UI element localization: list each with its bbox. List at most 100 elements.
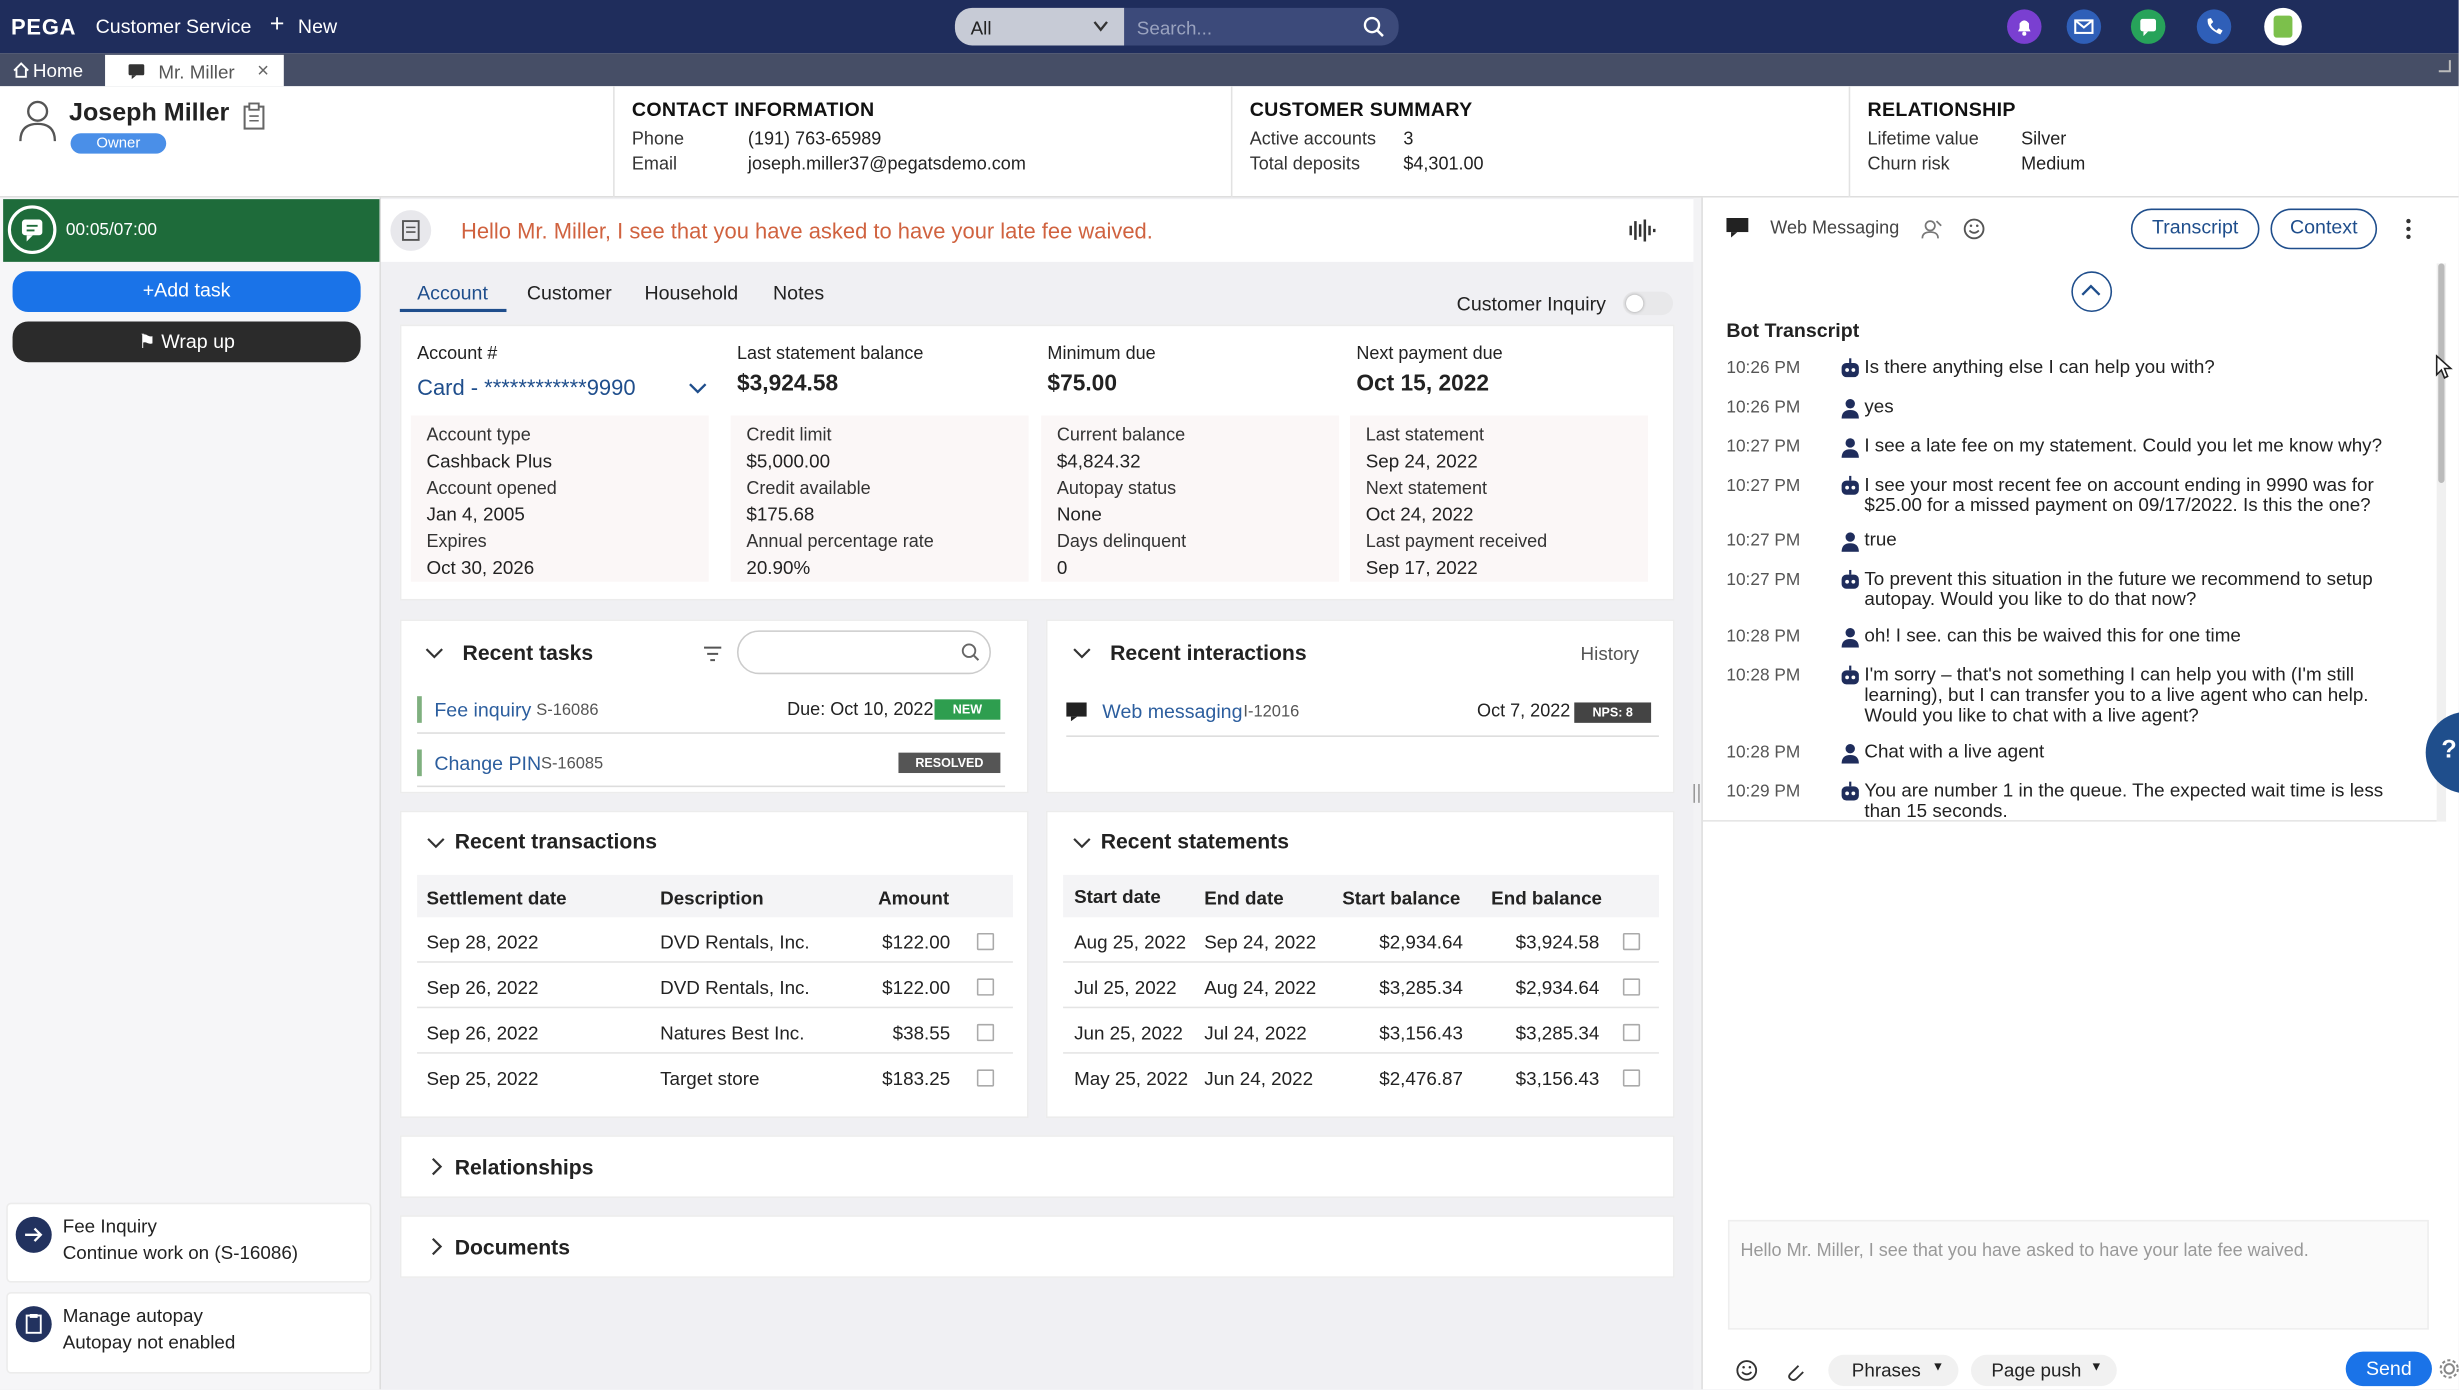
new-button[interactable]: New — [297, 15, 338, 38]
script-icon[interactable] — [390, 210, 432, 251]
phone-icon[interactable] — [2196, 9, 2232, 44]
email-icon[interactable] — [2066, 9, 2102, 44]
tab-home[interactable]: Home — [0, 53, 103, 86]
customer-inquiry-toggle[interactable] — [1622, 291, 1674, 316]
open-external-icon[interactable] — [976, 932, 995, 951]
tab-customer[interactable]: Customer — [526, 282, 612, 305]
tab-notes[interactable]: Notes — [773, 282, 825, 305]
search-icon[interactable] — [1363, 16, 1385, 38]
chat-message: 10:27 PM true — [1726, 529, 2416, 574]
column-header[interactable]: End date — [1204, 887, 1284, 910]
suggestion-manage-autopay[interactable]: Manage autopay Autopay not enabled — [6, 1292, 372, 1374]
open-external-icon[interactable] — [976, 1069, 995, 1087]
column-header[interactable]: End balance — [1491, 887, 1603, 910]
tab-household[interactable]: Household — [644, 282, 739, 305]
phrases-dropdown[interactable]: Phrases ▼ — [1828, 1354, 1959, 1387]
user-icon — [1839, 742, 1861, 764]
emoji-icon[interactable] — [1963, 218, 1985, 240]
open-external-icon[interactable] — [976, 978, 995, 996]
relationships-section[interactable]: Relationships — [399, 1135, 1675, 1198]
wrap-up-button[interactable]: ⚑ Wrap up — [12, 321, 361, 363]
voice-waveform-icon[interactable] — [1624, 218, 1658, 243]
settings-gear-icon[interactable] — [2438, 1358, 2459, 1380]
filter-icon[interactable] — [702, 646, 722, 662]
column-header[interactable]: Amount — [878, 887, 950, 910]
task-name-link[interactable]: Fee inquiry — [434, 699, 532, 722]
detail-value: Sep 17, 2022 — [1365, 556, 1478, 579]
tab-mr-miller[interactable]: Mr. Miller × — [105, 54, 284, 87]
suggestion-fee-inquiry[interactable]: Fee Inquiry Continue work on (S-16086) — [6, 1202, 372, 1283]
history-link[interactable]: History — [1580, 642, 1640, 665]
interaction-row[interactable]: Web messaging I-12016 Oct 7, 2022 NPS: 8 — [1066, 699, 1659, 737]
open-external-icon[interactable] — [1622, 1023, 1641, 1042]
collapse-up-icon[interactable] — [2071, 271, 2113, 313]
transcript-button[interactable]: Transcript — [2130, 208, 2260, 250]
transaction-row[interactable]: Sep 25, 2022 Target store $183.25 — [417, 1054, 1013, 1099]
task-search-input[interactable] — [736, 630, 991, 675]
more-options-icon[interactable] — [2404, 216, 2413, 241]
pane-resize-handle[interactable] — [1693, 784, 1700, 803]
top-bar: PEGA Customer Service + New All Search..… — [0, 0, 2459, 54]
task-name-link[interactable]: Change PIN — [434, 752, 542, 775]
plus-icon[interactable]: + — [269, 10, 285, 38]
task-row[interactable]: Change PIN S-16085 RESOLVED — [417, 749, 1006, 788]
page-push-label: Page push — [1991, 1359, 2082, 1382]
chevron-down-icon[interactable] — [425, 648, 444, 661]
column-header[interactable]: Description — [660, 887, 764, 910]
email-label: Email — [631, 155, 678, 175]
email-value[interactable]: joseph.miller37@pegatsdemo.com — [747, 155, 1026, 175]
transaction-row[interactable]: Sep 28, 2022 DVD Rentals, Inc. $122.00 — [417, 917, 1013, 963]
tab-account[interactable]: Account — [417, 282, 488, 305]
statement-row[interactable]: Aug 25, 2022 Sep 24, 2022 $2,934.64 $3,924.… — [1063, 917, 1659, 963]
message-text: I'm sorry – that's not something I can h… — [1864, 663, 2369, 726]
emoji-icon[interactable] — [1736, 1359, 1758, 1381]
close-tab-icon[interactable]: × — [257, 58, 270, 82]
column-header[interactable]: Settlement date — [426, 887, 567, 910]
add-task-button[interactable]: +Add task — [12, 271, 361, 313]
account-select[interactable]: Card - ************9990 — [417, 374, 636, 400]
phone-value[interactable]: (191) 763-65989 — [747, 130, 882, 149]
statement-row[interactable]: Jul 25, 2022 Aug 24, 2022 $3,285.34 $2,934.… — [1063, 963, 1659, 1009]
notification-bell-icon[interactable] — [2007, 9, 2042, 44]
chevron-down-icon[interactable] — [1073, 837, 1092, 850]
search-scope-select[interactable]: All — [954, 7, 1125, 46]
pega-logo[interactable]: PEGA — [10, 14, 77, 40]
message-composer[interactable]: Hello Mr. Miller, I see that you have as… — [1727, 1219, 2429, 1330]
send-button[interactable]: Send — [2345, 1351, 2432, 1387]
chevron-down-icon[interactable] — [426, 837, 445, 850]
page-push-dropdown[interactable]: Page push ▼ — [1970, 1354, 2117, 1387]
interaction-channel-link[interactable]: Web messaging — [1102, 700, 1243, 723]
customer-summary-section: CUSTOMER SUMMARY Active accounts 3 Total… — [1250, 86, 1830, 197]
chevron-down-icon: ▼ — [2090, 1359, 2103, 1374]
transaction-row[interactable]: Sep 26, 2022 DVD Rentals, Inc. $122.00 — [417, 963, 1013, 1009]
detail-label: Autopay status — [1056, 479, 1177, 499]
documents-section[interactable]: Documents — [399, 1215, 1675, 1278]
context-button[interactable]: Context — [2270, 208, 2378, 250]
clipboard-icon[interactable] — [241, 102, 266, 130]
statement-row[interactable]: Jun 25, 2022 Jul 24, 2022 $3,156.43 $3,285.… — [1063, 1008, 1659, 1054]
transcript-scrollbar[interactable] — [2436, 263, 2447, 822]
min-due-value: $75.00 — [1047, 371, 1117, 397]
open-external-icon[interactable] — [1622, 978, 1641, 996]
chat-icon[interactable] — [2130, 9, 2166, 44]
user-icon — [1839, 530, 1861, 552]
task-row[interactable]: Fee inquiry S-16086 Due: Oct 10, 2022 NEW — [417, 696, 1006, 734]
statement-row[interactable]: May 25, 2022 Jun 24, 2022 $2,476.87 $3,156.… — [1063, 1054, 1659, 1099]
open-external-icon[interactable] — [1622, 932, 1641, 951]
user-avatar-icon[interactable] — [2264, 7, 2302, 46]
transfer-agent-icon[interactable] — [1921, 218, 1943, 240]
transaction-row[interactable]: Sep 26, 2022 Natures Best Inc. $38.55 — [417, 1008, 1013, 1054]
message-time: 10:27 PM — [1726, 476, 1801, 496]
attachment-icon[interactable] — [1784, 1359, 1804, 1381]
open-external-icon[interactable] — [1622, 1069, 1641, 1087]
app-name[interactable]: Customer Service — [95, 15, 252, 38]
chevron-down-icon[interactable] — [688, 383, 707, 396]
chevron-down-icon[interactable] — [1073, 648, 1092, 661]
transaction-amount: $122.00 — [882, 931, 951, 954]
search-input[interactable]: Search... — [1124, 7, 1399, 46]
tab-scroll-icon[interactable] — [2438, 60, 2457, 79]
chevron-down-icon — [1093, 21, 1108, 32]
column-header[interactable]: Start date — [1074, 885, 1161, 908]
open-external-icon[interactable] — [976, 1023, 995, 1042]
column-header[interactable]: Start balance — [1342, 887, 1461, 910]
